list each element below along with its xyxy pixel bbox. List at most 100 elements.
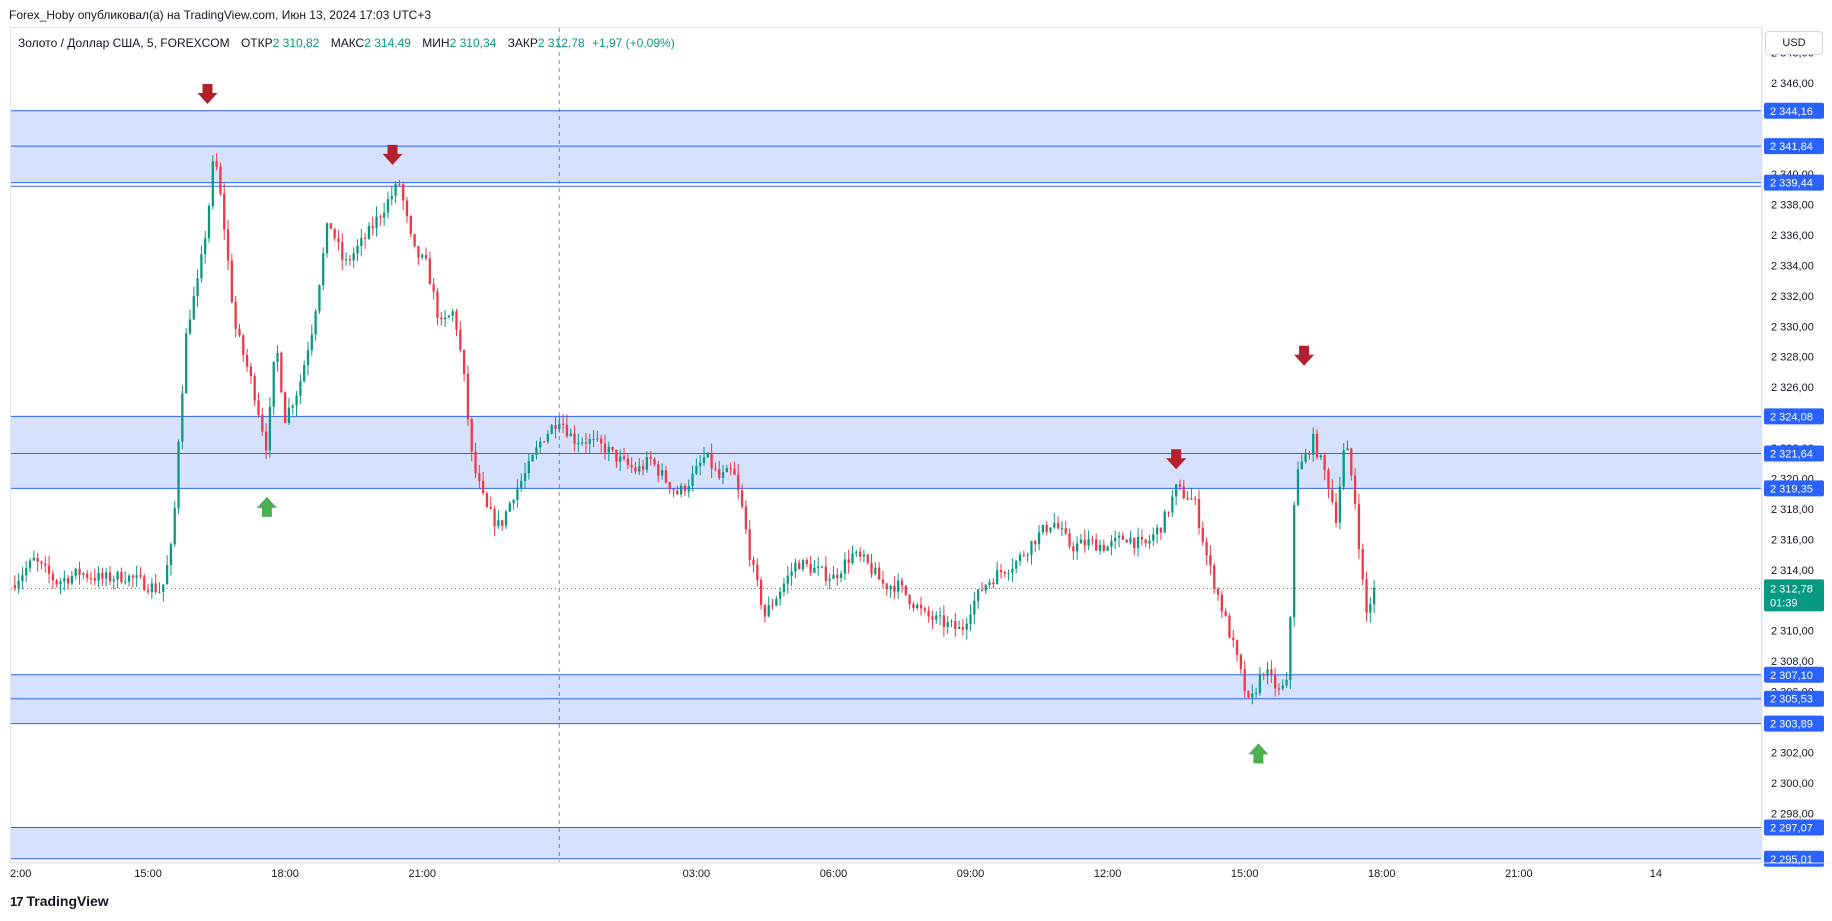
candle-body	[1026, 554, 1029, 556]
candle-body	[341, 242, 344, 260]
candle-body	[1056, 523, 1060, 529]
candle-body	[192, 296, 195, 320]
candle-body	[402, 184, 405, 201]
currency-button[interactable]: USD	[1765, 31, 1823, 55]
candle-body	[295, 395, 298, 406]
price-tick-label: 2 308,00	[1771, 656, 1814, 668]
candle-body	[1357, 503, 1361, 550]
candle-body	[775, 598, 778, 606]
candle-body	[1136, 537, 1140, 548]
candle-body	[653, 458, 656, 465]
candle-body	[154, 583, 157, 592]
candle-body	[245, 354, 249, 367]
price-tick-label: 2 336,00	[1771, 230, 1814, 242]
candle-body	[1201, 527, 1204, 542]
candle-body	[131, 575, 134, 578]
candle-body	[615, 449, 618, 462]
candle-body	[59, 581, 62, 585]
candle-body	[181, 393, 184, 442]
candle-body	[261, 414, 264, 432]
level-price-badge	[1764, 102, 1824, 119]
candle-body	[782, 583, 786, 592]
candle-body	[501, 520, 504, 526]
candle-body	[1049, 527, 1052, 532]
price-tick-label: 2 338,00	[1771, 200, 1814, 212]
candle-body	[21, 575, 24, 581]
candle-body	[348, 259, 352, 261]
time-tick-label: 09:00	[957, 868, 985, 880]
candle-body	[1045, 524, 1048, 532]
candle-body	[386, 199, 390, 213]
candle-body	[535, 447, 538, 455]
price-tick-label: 2 330,00	[1771, 321, 1814, 333]
candle-body	[897, 580, 900, 592]
candle-body	[1331, 489, 1334, 502]
level-price-label: 2 341,84	[1770, 141, 1813, 153]
candle-body	[162, 584, 165, 592]
candle-body	[520, 480, 523, 488]
symbol-name[interactable]: Золото / Доллар США, 5, FOREXCOM	[18, 36, 230, 50]
candle-body	[832, 574, 835, 579]
price-axis: 2 348,002 346,002 340,002 338,002 336,00…	[1761, 28, 1824, 867]
candle-body	[1197, 499, 1201, 528]
candle-body	[874, 567, 877, 575]
candle-body	[150, 583, 154, 592]
candle-body	[1091, 539, 1094, 541]
arrow-down-icon	[1294, 345, 1315, 366]
candle-body	[957, 627, 961, 629]
candle-body	[424, 254, 428, 259]
candle-body	[310, 334, 313, 351]
candle-body	[257, 400, 260, 415]
candle-body	[314, 311, 317, 335]
zone-rect	[11, 827, 1761, 859]
level-price-badge	[1764, 666, 1824, 683]
candle-body	[1296, 469, 1300, 506]
candle-body	[1353, 475, 1357, 504]
low-value: 2 310,34	[449, 36, 497, 50]
candle-body	[409, 216, 412, 234]
candle-body	[805, 560, 808, 565]
candle-body	[1022, 554, 1025, 556]
candle-body	[725, 468, 728, 473]
candle-body	[927, 610, 930, 617]
candle-body	[710, 452, 713, 469]
time-tick-label: 21:00	[1505, 868, 1533, 880]
candle-body	[1034, 541, 1037, 545]
candle-body	[1327, 470, 1330, 490]
level-price-label: 2 339,44	[1770, 178, 1813, 190]
brand-name: TradingView	[26, 893, 109, 909]
time-tick-label: 18:00	[1368, 868, 1396, 880]
candle-body	[1140, 537, 1144, 540]
candle-body	[630, 464, 633, 468]
candle-body	[219, 166, 222, 194]
candle-body	[1350, 448, 1353, 476]
candle-body	[1037, 532, 1041, 545]
candle-body	[337, 238, 340, 243]
candle-body	[447, 315, 451, 318]
candle-body	[173, 508, 176, 545]
candle-body	[759, 579, 763, 605]
candle-body	[135, 575, 138, 578]
candle-body	[809, 564, 812, 573]
candle-body	[17, 580, 20, 588]
tradingview-logo[interactable]: 17 TradingView	[10, 893, 109, 909]
candle-body	[885, 583, 888, 589]
candle-body	[980, 589, 984, 591]
candle-body	[672, 489, 675, 491]
candle-body	[1152, 534, 1155, 541]
candle-body	[124, 581, 127, 583]
candle-body	[1194, 498, 1197, 500]
candle-body	[828, 578, 831, 581]
candle-body	[542, 441, 546, 443]
candle-body	[820, 566, 824, 568]
candle-body	[756, 564, 759, 580]
zone-rect	[11, 674, 1761, 724]
candle-body	[935, 615, 938, 620]
candle-body	[1270, 669, 1273, 676]
time-tick-label: 12:00	[1094, 868, 1122, 880]
candle-body	[1372, 587, 1376, 605]
candle-body	[306, 350, 310, 365]
candle-body	[280, 352, 283, 393]
time-tick-label: 18:00	[271, 868, 299, 880]
